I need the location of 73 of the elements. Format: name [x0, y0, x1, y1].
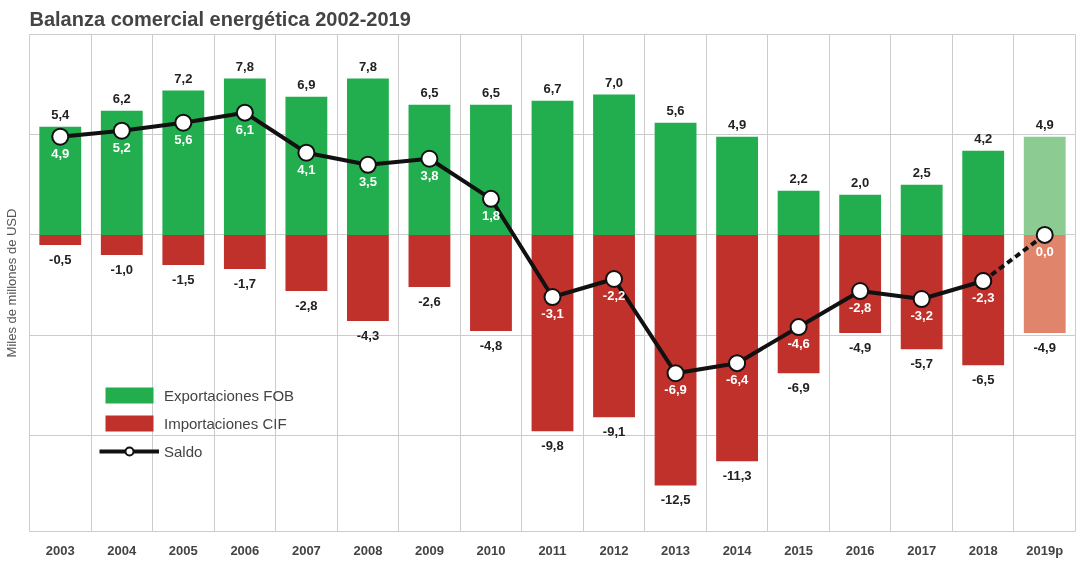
x-tick-label: 2008: [353, 542, 383, 558]
data-label: 4,2: [974, 130, 993, 146]
data-label: 0,0: [1035, 243, 1054, 259]
data-label: 3,5: [358, 173, 377, 189]
data-label: -1,5: [172, 271, 195, 287]
data-label: 2,0: [851, 174, 870, 190]
x-tick-label: 2010: [476, 542, 506, 558]
data-label: -2,6: [418, 294, 441, 310]
data-label: -2,2: [602, 287, 626, 303]
x-tick-label: 2015: [784, 542, 814, 558]
data-label: -4,9: [1033, 340, 1056, 356]
x-tick-label: 2003: [45, 542, 75, 558]
data-label: -5,7: [910, 356, 933, 372]
data-label: -6,9: [787, 380, 810, 396]
data-label: -2,3: [972, 290, 995, 305]
data-label: -4,9: [848, 340, 872, 356]
data-label: -2,8: [295, 298, 318, 314]
x-tick-label: 2014: [722, 542, 753, 558]
data-label: 3,8: [420, 167, 439, 183]
x-tick-label: 2005: [168, 542, 198, 558]
data-label: 4,9: [1035, 116, 1054, 132]
data-label: 2,5: [912, 164, 931, 180]
data-label: -4,8: [479, 338, 503, 354]
data-label: 5,4: [51, 106, 71, 122]
data-label: 6,7: [543, 80, 562, 96]
data-label: 1,8: [481, 207, 501, 223]
data-label: 6,1: [235, 121, 254, 137]
data-label: 6,5: [420, 84, 439, 100]
legend-label: Importaciones CIF: [164, 414, 287, 432]
legend-label: Saldo: [164, 442, 203, 460]
y-axis-title: Miles de millones de USD: [3, 208, 19, 358]
x-tick-label: 2009: [414, 542, 444, 558]
data-label: 7,0: [604, 74, 624, 90]
data-label: 5,2: [112, 139, 131, 155]
data-label: -2,8: [848, 300, 872, 316]
x-tick-label: 2013: [661, 542, 691, 558]
data-label: -4,6: [787, 336, 810, 352]
x-tick-label: 2006: [230, 542, 260, 558]
data-label: 6,9: [297, 76, 316, 92]
x-tick-label: 2016: [845, 542, 875, 558]
data-label: -0,5: [49, 251, 72, 267]
x-tick-label: 2012: [599, 542, 629, 558]
data-label: -9,1: [602, 424, 626, 440]
data-label: -1,0: [110, 261, 133, 277]
data-label: 6,2: [112, 90, 131, 106]
data-label: -6,5: [972, 372, 995, 388]
x-tick-label: 2017: [907, 542, 937, 558]
data-label: 7,8: [235, 58, 254, 74]
data-label: -3,2: [910, 308, 933, 324]
x-tick-label: 2007: [291, 542, 321, 558]
data-label: -9,8: [541, 438, 564, 454]
x-tick-label: 2018: [968, 542, 998, 558]
data-label: 6,5: [481, 84, 501, 100]
data-label: 4,9: [728, 116, 747, 132]
data-label: 4,9: [51, 145, 70, 161]
x-tick-label: 2011: [538, 542, 567, 558]
data-label: 7,8: [358, 58, 377, 74]
data-label: -4,3: [356, 328, 380, 344]
data-label: -6,9: [664, 382, 687, 398]
data-label: 7,2: [174, 70, 193, 86]
chart-title: Balanza comercial energética 2002-2019: [29, 7, 411, 30]
legend-label: Exportaciones FOB: [164, 386, 295, 404]
x-tick-label: 2004: [107, 542, 138, 558]
data-label: -6,4: [725, 372, 750, 388]
data-label: -3,1: [541, 306, 564, 322]
data-label: 4,1: [297, 161, 316, 177]
x-tick-label: 2019p: [1026, 542, 1064, 558]
data-label: -11,3: [722, 468, 752, 484]
data-label: -12,5: [660, 492, 691, 508]
data-label: 5,6: [174, 131, 193, 147]
data-label: 2,2: [789, 170, 808, 186]
data-label: 5,6: [666, 102, 685, 118]
data-label: -1,7: [233, 275, 257, 291]
